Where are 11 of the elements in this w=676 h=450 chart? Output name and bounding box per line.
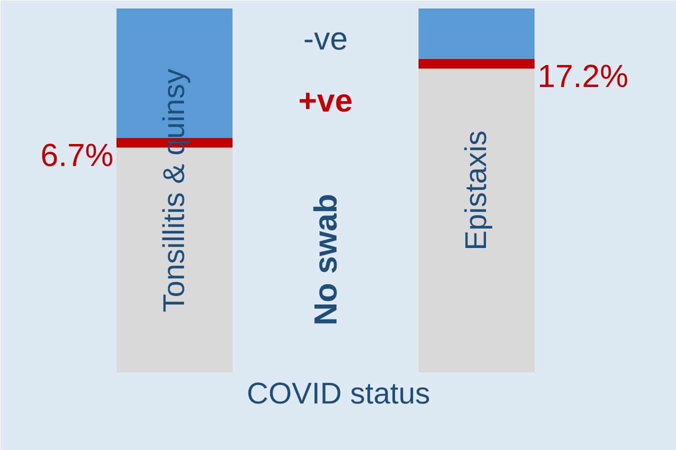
bar xyxy=(418,58,535,69)
bar xyxy=(418,8,535,59)
x-axis-title: COVID status xyxy=(246,378,430,410)
annotation: 6.7% xyxy=(40,136,114,173)
text: No swab xyxy=(308,194,344,326)
text: -ve xyxy=(303,20,348,56)
x-tick-label: Epistaxis xyxy=(460,130,494,251)
x-tick-label: Tonsillitis & quinsy xyxy=(158,68,191,312)
annotation: 17.2% xyxy=(538,58,628,94)
bar xyxy=(418,68,535,372)
text: +ve xyxy=(298,82,353,119)
